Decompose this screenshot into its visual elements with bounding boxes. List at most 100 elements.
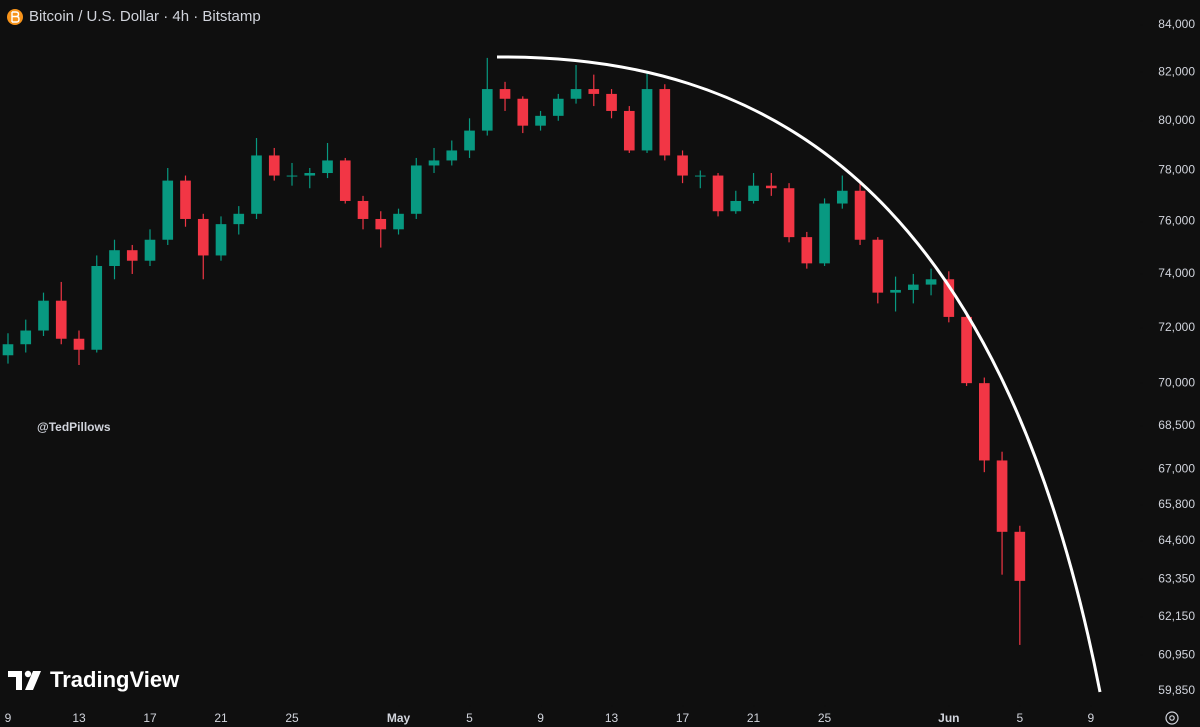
settings-core[interactable]: [1169, 715, 1175, 721]
candle-body: [215, 224, 227, 256]
candle-body: [162, 180, 174, 240]
y-tick-label: 68,500: [1158, 418, 1195, 432]
candle-body: [730, 200, 742, 212]
y-tick-label: 60,950: [1158, 647, 1195, 661]
candle-body: [481, 89, 493, 131]
candle-body: [393, 213, 404, 230]
x-tick-label: 25: [285, 711, 299, 725]
x-tick-label: 9: [1087, 711, 1094, 725]
candle-body: [180, 180, 191, 219]
candle-body: [109, 250, 120, 267]
x-tick-label: 13: [72, 711, 86, 725]
y-tick-label: 72,000: [1158, 320, 1195, 334]
candle-body: [2, 344, 14, 356]
y-tick-label: 80,000: [1158, 113, 1195, 127]
candle-body: [233, 213, 245, 225]
candle-body: [854, 190, 866, 240]
candle-body: [925, 279, 937, 285]
candle-body: [268, 155, 280, 176]
y-tick-label: 70,000: [1158, 375, 1195, 389]
bitcoin-glyph: [11, 11, 20, 23]
watermark: @TedPillows: [37, 420, 111, 434]
candle-body: [73, 338, 85, 350]
candle-body: [517, 98, 529, 126]
y-tick-label: 84,000: [1158, 17, 1195, 31]
candle-body: [322, 160, 333, 174]
logo-slash: [25, 671, 41, 690]
y-tick-label: 65,800: [1158, 497, 1195, 511]
candle-body: [907, 284, 919, 290]
x-tick-label: 9: [537, 711, 544, 725]
candle-body: [623, 110, 635, 151]
candle-body: [144, 239, 156, 261]
x-tick-label: 25: [818, 711, 832, 725]
y-tick-label: 63,350: [1158, 571, 1195, 585]
trend-arc: [496, 55, 1102, 693]
candle-body: [55, 300, 67, 339]
x-tick-label: 21: [747, 711, 761, 725]
candle-body: [570, 89, 582, 99]
candle-body: [91, 266, 103, 350]
candle-body: [641, 89, 653, 151]
candle-body: [978, 383, 990, 461]
y-tick-label: 82,000: [1158, 64, 1195, 78]
x-tick-label: 13: [605, 711, 619, 725]
candle-body: [410, 165, 422, 214]
candle-body: [765, 185, 777, 189]
x-tick-label: May: [387, 711, 411, 725]
x-tick-label: Jun: [938, 711, 959, 725]
candle-body: [428, 160, 440, 166]
y-tick-label: 76,000: [1158, 214, 1195, 228]
candle-body: [535, 115, 546, 126]
logo-dot: [24, 670, 32, 678]
candle-body: [304, 173, 316, 176]
candle-body: [375, 218, 387, 230]
candle-body: [712, 175, 724, 212]
candle-body: [446, 150, 458, 161]
candle-body: [339, 160, 351, 201]
chart-title: Bitcoin / U.S. Dollar · 4h · Bitstamp: [29, 8, 261, 25]
candle-body: [38, 300, 49, 331]
x-tick-label: 21: [214, 711, 228, 725]
y-tick-label: 67,000: [1158, 461, 1195, 475]
candle-body: [783, 188, 795, 238]
candle-body: [819, 203, 830, 264]
candle-body: [20, 330, 32, 345]
y-tick-label: 78,000: [1158, 163, 1195, 177]
candle-body: [996, 460, 1008, 532]
candles: [2, 57, 1026, 645]
candle-body: [659, 89, 671, 156]
candle-body: [748, 185, 759, 201]
settings-icon[interactable]: [1165, 711, 1179, 725]
candle-body: [251, 155, 262, 214]
y-tick-label: 64,600: [1158, 533, 1195, 547]
candle-body: [694, 175, 706, 177]
brand-name: TradingView: [50, 667, 180, 692]
candle-body: [552, 98, 564, 116]
candle-body: [286, 175, 298, 177]
candle-body: [464, 130, 475, 151]
candle-body: [197, 218, 209, 256]
candle-body: [890, 289, 901, 293]
x-tick-label: 17: [676, 711, 690, 725]
y-tick-label: 62,150: [1158, 609, 1195, 623]
candle-body: [357, 200, 369, 219]
settings-ring[interactable]: [1165, 711, 1179, 725]
candle-body: [801, 237, 813, 264]
candle-body: [943, 279, 955, 317]
candle-body: [588, 89, 600, 94]
candle-body: [836, 190, 848, 204]
logo-mark: [8, 671, 22, 690]
x-tick-label: 5: [1016, 711, 1023, 725]
candle-body: [126, 250, 138, 261]
y-tick-label: 59,850: [1158, 683, 1195, 697]
y-tick-label: 74,000: [1158, 266, 1195, 280]
x-tick-label: 17: [143, 711, 157, 725]
x-tick-label: 9: [5, 711, 12, 725]
candle-body: [499, 89, 511, 99]
candle-body: [606, 93, 617, 111]
x-tick-label: 5: [466, 711, 473, 725]
candle-body: [677, 155, 688, 176]
